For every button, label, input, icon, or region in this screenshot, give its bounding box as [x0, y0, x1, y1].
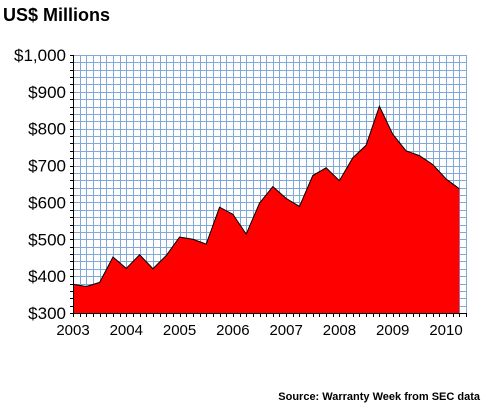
axes	[70, 55, 467, 317]
x-tick-label: 2007	[269, 322, 302, 339]
x-tick-label: 2008	[323, 322, 356, 339]
y-tick-label: $400	[28, 267, 66, 286]
area-outline	[72, 104, 460, 287]
area-layer	[72, 104, 460, 313]
source-note: Source: Warranty Week from SEC data	[278, 391, 481, 403]
x-tick-label: 2004	[110, 322, 143, 339]
area-fill	[73, 106, 460, 313]
y-tick-label: $700	[28, 157, 66, 176]
y-tick-label: $300	[28, 304, 66, 323]
y-tick-label: $600	[28, 193, 66, 212]
x-tick-label: 2005	[163, 322, 196, 339]
x-tick-label: 2010	[429, 322, 462, 339]
y-tick-label: $500	[28, 230, 66, 249]
x-tick-label: 2006	[216, 322, 249, 339]
chart-title: US$ Millions	[3, 5, 110, 25]
y-tick-label: $800	[28, 120, 66, 139]
x-tick-label: 2009	[376, 322, 409, 339]
x-axis-tick-labels: 2003 2004 2005 2006 2007 2008 2009 2010	[56, 322, 462, 339]
x-tick-label: 2003	[56, 322, 89, 339]
y-tick-label: $1,000	[14, 46, 66, 65]
y-axis-tick-labels: $300 $400 $500 $600 $700 $800 $900 $1,000	[14, 46, 66, 323]
y-tick-label: $900	[28, 83, 66, 102]
